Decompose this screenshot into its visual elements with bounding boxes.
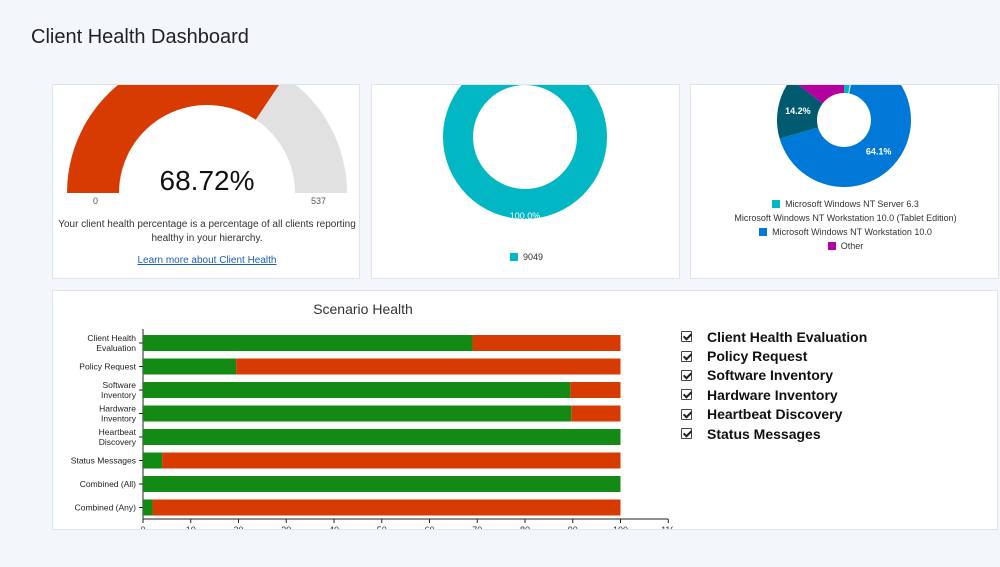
x-tick-label: 90 — [568, 525, 578, 530]
checkbox-checked-icon[interactable] — [681, 331, 692, 343]
x-tick-label: 30 — [281, 525, 291, 530]
category-label: Combined (Any) — [75, 503, 137, 513]
category-label: Hardware Inventory — [99, 404, 137, 424]
scenario-toggle-label: Client Health Evaluation — [707, 328, 868, 345]
learn-more-link[interactable]: Learn more about Client Health — [137, 255, 277, 266]
gauge-description: Your client health percentage is a perce… — [53, 218, 361, 246]
bar-healthy — [143, 335, 473, 351]
bar-healthy — [143, 429, 621, 445]
scenario-toggle-label: Policy Request — [707, 348, 808, 365]
scenario-toggle[interactable]: Client Health Evaluation — [681, 327, 867, 346]
bar-healthy — [143, 382, 571, 398]
scenario-toggle[interactable]: Hardware Inventory — [681, 385, 867, 404]
x-tick-label: 50 — [377, 525, 387, 530]
os-distribution-card: 64.1%14.2%13.8% Microsoft Windows NT Ser… — [690, 84, 999, 279]
os-legend: Microsoft Windows NT Server 6.3 Microsof… — [691, 197, 1000, 253]
donut-legend: 9049 — [372, 252, 681, 262]
checkbox-checked-icon[interactable] — [681, 350, 692, 362]
scenario-legend: Client Health Evaluation Policy Request … — [681, 327, 867, 443]
os-legend-label: Microsoft Windows NT Server 6.3 — [785, 199, 919, 209]
gauge-chart — [67, 85, 347, 193]
page-title: Client Health Dashboard — [31, 26, 249, 48]
os-slice-label: 64.1% — [866, 147, 892, 157]
os-legend-item: Other — [691, 239, 1000, 253]
scenario-toggle-label: Status Messages — [707, 425, 821, 442]
os-donut-chart: 64.1%14.2%13.8% — [777, 85, 911, 187]
checkbox-checked-icon[interactable] — [681, 369, 692, 381]
gauge-max-label: 537 — [311, 196, 327, 206]
bar-unhealthy — [570, 382, 621, 398]
bar-unhealthy — [236, 358, 621, 375]
os-legend-label: Microsoft Windows NT Workstation 10.0 — [772, 227, 932, 237]
gauge-description-line1: Your client health percentage is a perce… — [58, 219, 356, 230]
gauge-min-label: 0 — [93, 196, 99, 206]
bar-unhealthy — [571, 405, 621, 422]
scenario-toggle-label: Hardware Inventory — [707, 386, 838, 403]
bar-healthy — [143, 452, 163, 469]
os-slice — [779, 85, 911, 187]
checkbox-checked-icon[interactable] — [681, 408, 692, 420]
os-slice — [798, 85, 844, 104]
x-tick-label: 110 — [661, 525, 673, 530]
os-slice — [848, 85, 851, 94]
scenario-toggle-label: Software Inventory — [707, 367, 834, 384]
donut-legend-swatch — [509, 253, 518, 261]
category-label: Client Health Evaluation — [87, 333, 136, 353]
x-tick-label: 10 — [186, 525, 196, 530]
client-health-gauge-card: 68.72% 0 537 Your client health percenta… — [52, 84, 360, 279]
gauge-healthy-arc — [67, 85, 280, 193]
x-tick-label: 20 — [233, 525, 243, 530]
os-slice — [777, 85, 823, 139]
category-label: Software Inventory — [101, 380, 137, 400]
os-slice-label: 14.2% — [785, 106, 811, 116]
category-label: Heartbeat Discovery — [99, 427, 137, 447]
donut-chart: 100.0% — [443, 85, 607, 221]
x-tick-label: 100 — [613, 525, 628, 530]
scenario-toggle[interactable]: Software Inventory — [681, 366, 867, 385]
x-tick-label: 40 — [329, 525, 339, 530]
donut-legend-label: 9049 — [522, 252, 544, 262]
scenario-toggle-label: Heartbeat Discovery — [707, 406, 843, 423]
gauge-remaining-arc — [255, 85, 347, 193]
gauge-percentage: 68.72% — [159, 165, 255, 196]
category-label: Policy Request — [79, 362, 136, 372]
checkbox-checked-icon[interactable] — [681, 428, 692, 440]
bar-unhealthy — [152, 499, 621, 516]
donut-slice — [443, 85, 607, 219]
bar-healthy — [143, 405, 572, 422]
x-tick-label: 70 — [472, 525, 482, 530]
x-tick-label: 0 — [140, 525, 145, 530]
os-legend-item: Microsoft Windows NT Server 6.3 — [691, 197, 1000, 211]
bar-unhealthy — [162, 452, 621, 469]
scenario-title: Scenario Health — [313, 301, 413, 317]
bar-unhealthy — [472, 335, 621, 351]
gauge-description-line2: healthy in your hierarchy. — [151, 233, 263, 244]
os-legend-label: Microsoft Windows NT Workstation 10.0 (T… — [734, 213, 957, 223]
os-legend-swatch — [827, 242, 836, 250]
os-legend-item: Microsoft Windows NT Workstation 10.0 — [691, 225, 1000, 239]
os-legend-swatch — [772, 200, 781, 208]
scenario-toggle[interactable]: Heartbeat Discovery — [681, 405, 867, 424]
scenario-toggle[interactable]: Status Messages — [681, 424, 867, 443]
scenario-health-card: Scenario Health 0 10 20 30 40 50 60 70 80 90 100 11… — [52, 290, 998, 530]
checkbox-checked-icon[interactable] — [681, 389, 692, 401]
x-tick-label: 60 — [424, 525, 434, 530]
category-label: Combined (All) — [80, 479, 136, 489]
donut-slice-label: 100.0% — [510, 211, 541, 221]
os-slice — [844, 85, 850, 94]
bar-healthy — [143, 476, 621, 492]
category-label: Status Messages — [71, 456, 136, 466]
bar-healthy — [143, 499, 153, 516]
client-count-donut-card: 100.0% 9049 — [371, 84, 680, 279]
scenario-toggle[interactable]: Policy Request — [681, 346, 867, 365]
bar-healthy — [143, 358, 237, 375]
os-legend-label: Other — [840, 241, 864, 251]
os-legend-item: Microsoft Windows NT Workstation 10.0 (T… — [691, 211, 1000, 225]
os-legend-swatch — [759, 228, 768, 236]
x-tick-label: 80 — [520, 525, 530, 530]
scenario-bar-chart: 0 10 20 30 40 50 60 70 80 90 100 110 Client HealthEv… — [71, 329, 673, 530]
